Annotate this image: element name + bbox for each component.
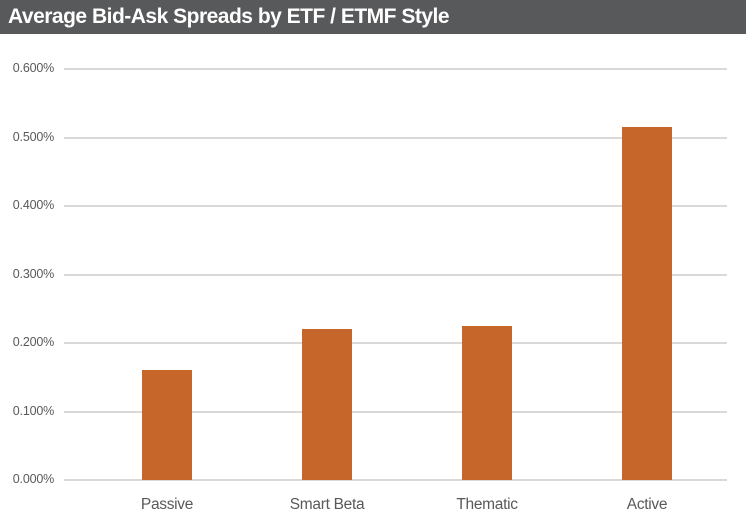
- gridline: [64, 342, 727, 344]
- y-tick-label: 0.500%: [12, 129, 54, 144]
- gridline: [64, 273, 727, 276]
- bar-thematic: [462, 325, 512, 480]
- x-axis-label-passive: Passive: [140, 496, 194, 513]
- x-axis-label-active: Active: [626, 496, 668, 513]
- bar-smart-beta: [302, 328, 352, 480]
- chart-title-bar: Average Bid-Ask Spreads by ETF / ETMF St…: [0, 0, 746, 34]
- x-axis-label-smart-beta: Smart Beta: [289, 496, 365, 513]
- gridline: [64, 68, 727, 70]
- bar-passive: [142, 370, 192, 480]
- y-tick-label: 0.600%: [12, 61, 54, 75]
- gridline: [64, 136, 727, 139]
- gridline: [64, 479, 727, 481]
- y-tick-label: 0.300%: [12, 266, 54, 281]
- y-tick-label: 0.100%: [12, 403, 54, 418]
- x-axis-label-thematic: Thematic: [456, 496, 518, 513]
- bar-active: [622, 127, 672, 480]
- y-tick-label: 0.400%: [12, 198, 54, 212]
- gridline: [64, 410, 727, 413]
- gridline: [64, 205, 727, 207]
- chart-title: Average Bid-Ask Spreads by ETF / ETMF St…: [8, 5, 450, 28]
- chart-area: 0.000% 0.100% 0.200% 0.300% 0.400% 0.500% 0.60…: [0, 34, 746, 523]
- y-tick-label: 0.000%: [12, 472, 54, 486]
- y-tick-label: 0.200%: [12, 335, 54, 349]
